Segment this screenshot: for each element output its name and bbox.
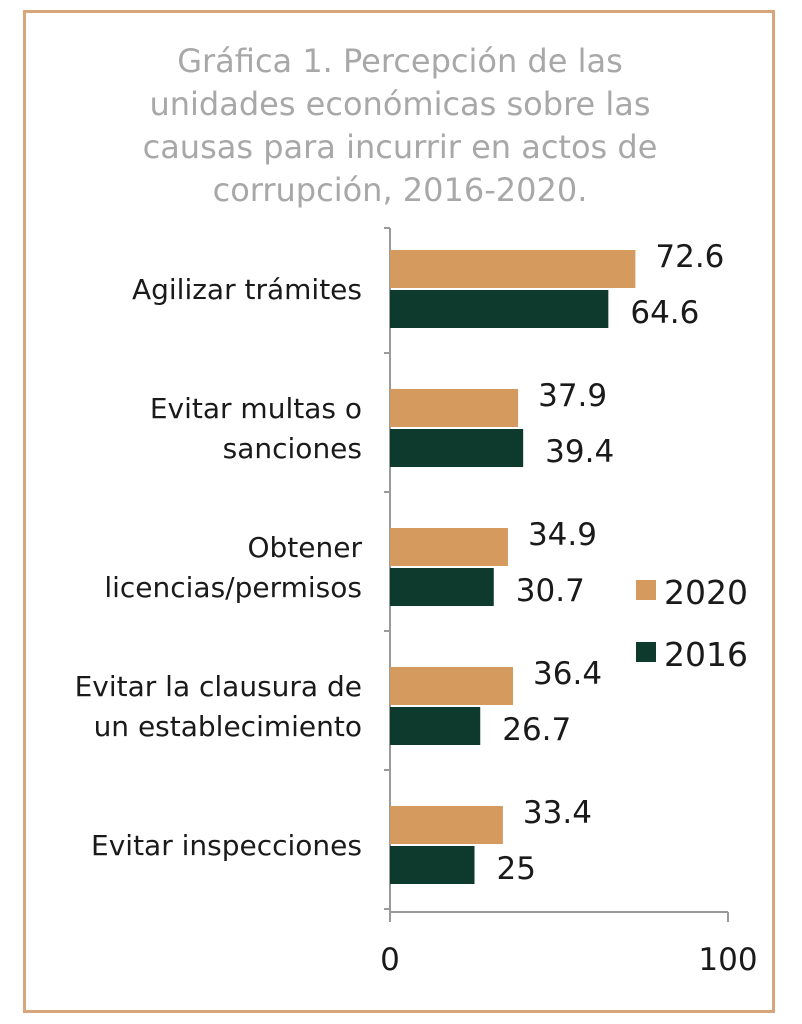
bar-2016 <box>390 707 481 745</box>
data-label-2016: 64.6 <box>630 295 699 331</box>
data-label-2020: 33.4 <box>523 795 592 831</box>
legend-swatch-2016 <box>636 642 656 662</box>
legend-label-2020: 2020 <box>664 573 748 612</box>
category-label: Agilizar trámites <box>132 273 362 306</box>
x-tick-label: 100 <box>698 942 757 978</box>
chart-frame <box>23 10 775 1013</box>
bar-2020 <box>390 250 636 288</box>
data-label-2020: 72.6 <box>655 239 724 275</box>
category-label: sanciones <box>223 432 362 465</box>
bar-2020 <box>390 389 519 427</box>
bar-2020 <box>390 528 508 566</box>
bar-2020 <box>390 667 514 705</box>
bar-2016 <box>390 429 524 467</box>
data-label-2020: 34.9 <box>528 517 597 553</box>
bar-2016 <box>390 290 609 328</box>
data-label-2016: 26.7 <box>502 712 571 748</box>
category-label: un establecimiento <box>94 710 362 743</box>
bar-2016 <box>390 846 475 884</box>
data-label-2016: 39.4 <box>545 434 614 470</box>
category-label: Evitar multas o <box>150 392 362 425</box>
data-label-2016: 30.7 <box>516 573 585 609</box>
chart-title: Gráfica 1. Percepción de las unidades ec… <box>142 42 658 209</box>
data-label-2020: 36.4 <box>533 656 602 692</box>
x-tick-label: 0 <box>380 942 400 978</box>
legend-label-2016: 2016 <box>664 635 748 674</box>
category-label: Obtener <box>247 531 362 564</box>
category-label: Evitar la clausura de <box>75 670 362 703</box>
bar-2020 <box>390 806 503 844</box>
category-label: Evitar inspecciones <box>91 829 362 862</box>
data-label-2020: 37.9 <box>538 378 607 414</box>
data-label-2016: 25 <box>497 851 536 887</box>
legend-swatch-2020 <box>636 580 656 600</box>
bar-2016 <box>390 568 494 606</box>
category-label: licencias/permisos <box>104 571 362 604</box>
